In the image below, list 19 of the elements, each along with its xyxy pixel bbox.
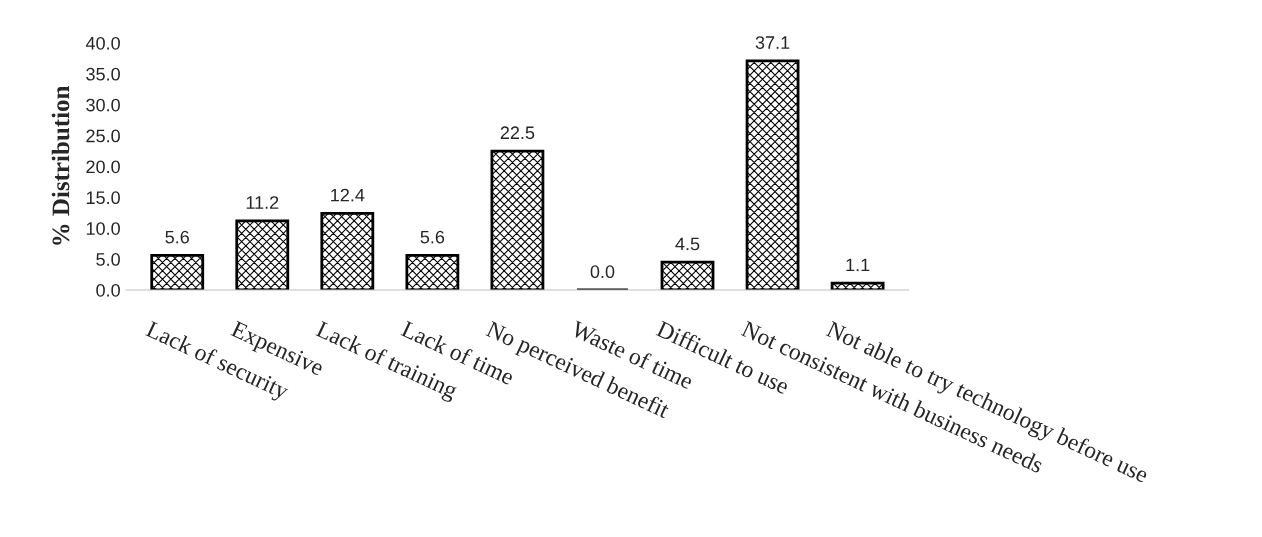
y-tick-label: 0.0	[96, 283, 120, 297]
data-label: 5.6	[165, 230, 189, 244]
data-label: 12.4	[331, 188, 365, 202]
data-label: 37.1	[755, 36, 790, 49]
y-tick-label: 40.0	[85, 36, 120, 50]
y-axis-title: % Distribution	[51, 85, 70, 245]
data-label: 1.1	[846, 258, 870, 272]
data-label: 11.2	[246, 196, 279, 209]
y-tick-label: 25.0	[86, 129, 120, 143]
data-label: 4.5	[675, 237, 700, 251]
data-label: 22.5	[500, 126, 535, 140]
y-tick-label: 5.0	[96, 253, 120, 266]
y-tick-label: 20.0	[86, 160, 120, 174]
data-label: 0.0	[590, 265, 615, 279]
y-tick-label: 10.0	[86, 222, 120, 235]
y-tick-label: 15.0	[86, 191, 120, 205]
y-tick-label: 30.0	[86, 98, 120, 112]
data-label: 5.6	[420, 230, 445, 244]
y-tick-label: 35.0	[86, 67, 120, 81]
